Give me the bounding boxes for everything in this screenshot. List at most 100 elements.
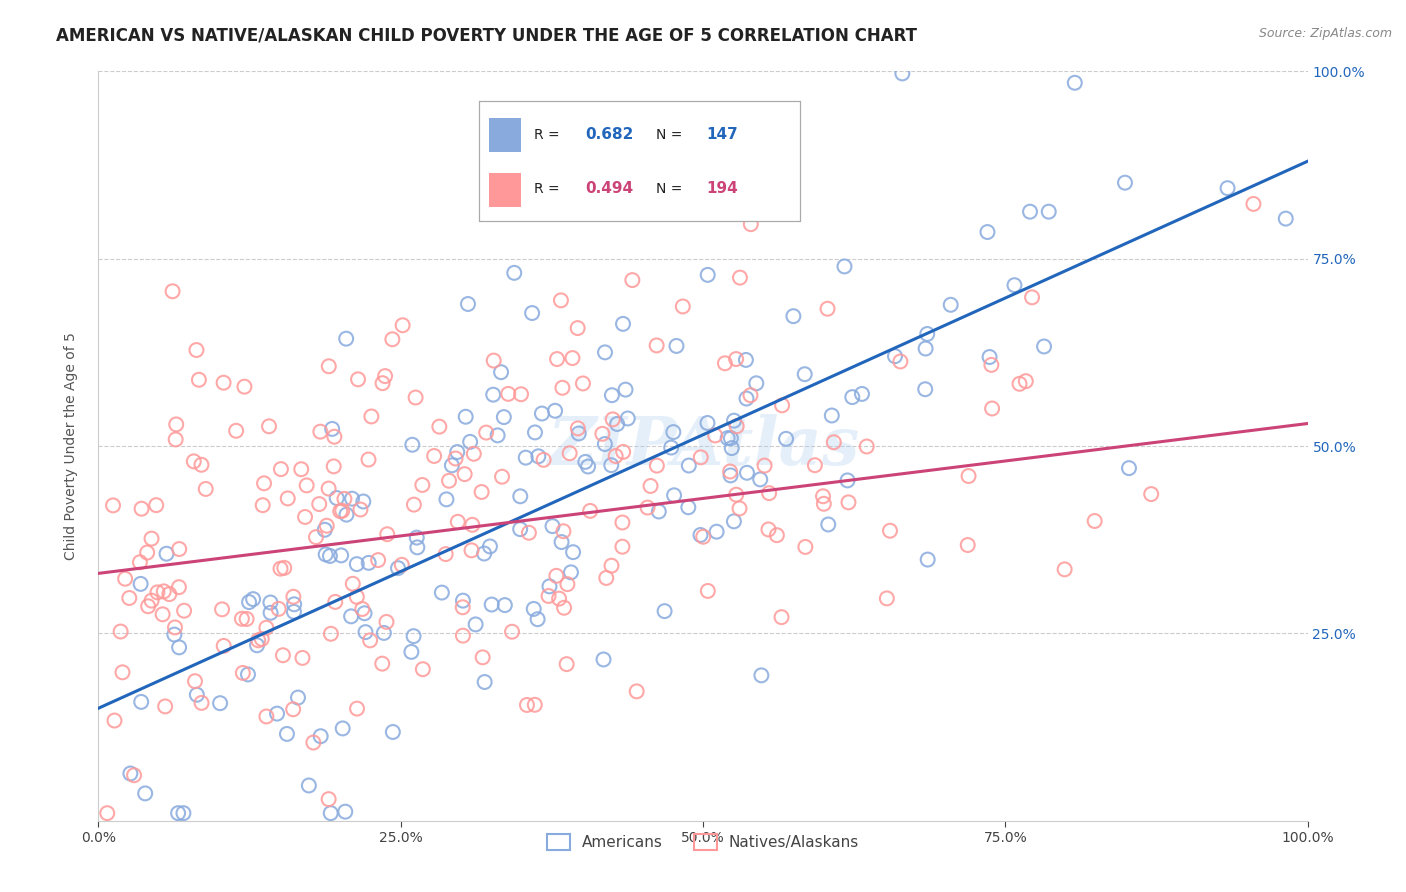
Point: [391, 558, 413, 572]
Point: [544, 404, 567, 418]
Point: [728, 270, 751, 285]
Point: [817, 301, 839, 316]
Point: [509, 489, 531, 503]
Point: [458, 434, 481, 449]
Point: [1033, 339, 1056, 353]
Point: [1274, 211, 1296, 226]
Point: [287, 690, 309, 705]
Point: [662, 488, 685, 502]
Point: [914, 342, 936, 356]
Point: [475, 425, 498, 440]
Point: [917, 552, 939, 566]
Point: [551, 381, 574, 395]
Point: [891, 66, 914, 80]
Point: [471, 485, 494, 500]
Point: [612, 540, 634, 554]
Point: [309, 729, 332, 743]
Point: [541, 519, 564, 533]
Point: [718, 465, 741, 479]
Point: [427, 419, 450, 434]
Point: [141, 593, 163, 607]
Point: [250, 632, 273, 646]
Point: [939, 298, 962, 312]
Point: [678, 500, 700, 515]
Point: [152, 584, 174, 599]
Point: [271, 648, 294, 663]
Point: [481, 598, 503, 612]
Point: [879, 524, 901, 538]
Point: [530, 407, 553, 421]
Point: [593, 437, 616, 451]
Point: [720, 441, 742, 455]
Point: [1038, 204, 1060, 219]
Point: [190, 458, 212, 472]
Point: [323, 595, 346, 609]
Point: [793, 368, 815, 382]
Point: [837, 474, 859, 488]
Point: [533, 453, 555, 467]
Point: [225, 424, 247, 438]
Point: [401, 645, 423, 659]
Point: [387, 561, 409, 575]
Point: [754, 458, 776, 473]
Point: [173, 604, 195, 618]
Point: [319, 627, 342, 641]
Point: [553, 524, 575, 539]
Point: [335, 805, 357, 819]
Point: [360, 409, 382, 424]
Point: [503, 266, 526, 280]
Point: [401, 438, 423, 452]
Point: [1118, 461, 1140, 475]
Point: [501, 624, 523, 639]
Point: [110, 624, 132, 639]
Point: [662, 425, 685, 439]
Point: [770, 610, 793, 624]
Point: [444, 451, 467, 466]
Point: [600, 558, 623, 573]
Point: [572, 376, 595, 391]
Point: [821, 409, 844, 423]
Point: [434, 547, 457, 561]
Point: [956, 538, 979, 552]
Point: [136, 599, 159, 614]
Point: [568, 426, 591, 441]
Point: [353, 607, 375, 621]
Point: [318, 482, 340, 496]
Point: [567, 321, 589, 335]
Point: [612, 317, 634, 331]
Point: [602, 412, 624, 426]
Point: [884, 349, 907, 363]
Point: [446, 445, 468, 459]
Point: [329, 504, 352, 518]
Point: [637, 500, 659, 515]
Point: [319, 806, 342, 821]
Point: [1140, 487, 1163, 501]
Point: [1021, 290, 1043, 304]
Point: [440, 458, 463, 473]
Point: [1114, 176, 1136, 190]
Point: [979, 350, 1001, 364]
Point: [509, 522, 531, 536]
Point: [957, 469, 980, 483]
Point: [648, 504, 671, 518]
Point: [696, 416, 718, 430]
Point: [131, 501, 153, 516]
Point: [330, 549, 353, 563]
Point: [330, 504, 353, 518]
Point: [550, 535, 572, 549]
Point: [375, 615, 398, 629]
Point: [167, 806, 190, 821]
Point: [290, 462, 312, 476]
Point: [333, 491, 356, 506]
Point: [367, 553, 389, 567]
Point: [494, 598, 516, 612]
Point: [640, 479, 662, 493]
Point: [340, 491, 363, 506]
Point: [558, 446, 581, 460]
Point: [354, 625, 377, 640]
Point: [981, 401, 1004, 416]
Point: [103, 714, 125, 728]
Point: [167, 580, 190, 594]
Point: [678, 458, 700, 473]
Point: [186, 688, 208, 702]
